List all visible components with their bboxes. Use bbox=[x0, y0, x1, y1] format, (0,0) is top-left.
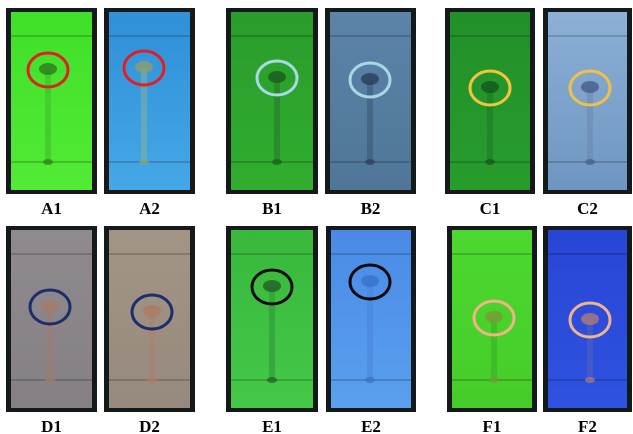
origin-spot bbox=[489, 377, 499, 383]
panel-label: A1 bbox=[41, 199, 62, 218]
origin-spot bbox=[267, 377, 277, 383]
origin-spot bbox=[147, 377, 157, 383]
panel-label: D2 bbox=[139, 417, 160, 434]
plate-panel: B2 bbox=[325, 8, 416, 218]
origin-spot bbox=[272, 159, 282, 165]
spot bbox=[143, 305, 161, 317]
plate-panel: F1 bbox=[447, 226, 537, 434]
lane bbox=[45, 70, 51, 162]
plate-panel: F2 bbox=[543, 226, 632, 434]
spot bbox=[41, 300, 59, 312]
lane bbox=[487, 88, 493, 162]
panel-label: E2 bbox=[361, 417, 381, 434]
tlc-plate bbox=[109, 12, 190, 190]
origin-spot bbox=[365, 159, 375, 165]
spot bbox=[263, 280, 281, 292]
plate-panel: B1 bbox=[226, 8, 318, 218]
panel-label: A2 bbox=[139, 199, 160, 218]
spot bbox=[268, 71, 286, 83]
plate-panel: C1 bbox=[445, 8, 535, 218]
panel-label: C1 bbox=[480, 199, 501, 218]
lane bbox=[367, 282, 373, 380]
panel-label: B1 bbox=[262, 199, 282, 218]
panel-label: F2 bbox=[578, 417, 597, 434]
spot bbox=[581, 313, 599, 325]
lane bbox=[47, 307, 53, 380]
panel-label: E1 bbox=[262, 417, 282, 434]
origin-spot bbox=[45, 377, 55, 383]
spot bbox=[361, 73, 379, 85]
origin-spot bbox=[365, 377, 375, 383]
plate-panel: D2 bbox=[104, 226, 195, 434]
spot bbox=[361, 275, 379, 287]
origin-spot bbox=[585, 377, 595, 383]
panel-label: C2 bbox=[577, 199, 598, 218]
spot bbox=[485, 311, 503, 323]
origin-spot bbox=[139, 159, 149, 165]
plate-panel: D1 bbox=[6, 226, 97, 434]
lane bbox=[587, 320, 593, 380]
tlc-plate bbox=[231, 12, 313, 190]
spot bbox=[581, 81, 599, 93]
lane bbox=[269, 287, 275, 380]
spot bbox=[135, 61, 153, 73]
panel-label: F1 bbox=[483, 417, 502, 434]
origin-spot bbox=[585, 159, 595, 165]
lane bbox=[491, 318, 497, 380]
spot bbox=[481, 81, 499, 93]
lane bbox=[141, 68, 147, 162]
plate-panel: C2 bbox=[543, 8, 632, 218]
spot bbox=[39, 63, 57, 75]
plate-panel: E1 bbox=[226, 226, 318, 434]
lane bbox=[274, 78, 280, 162]
figure: A1 A2 B1 B2 C1 C2 D1 D2 E1 E2 F1 F2 bbox=[0, 0, 633, 434]
lane bbox=[587, 88, 593, 162]
panel-label: B2 bbox=[361, 199, 381, 218]
lane bbox=[149, 312, 155, 380]
plate-panel: A1 bbox=[6, 8, 97, 218]
origin-spot bbox=[485, 159, 495, 165]
lane bbox=[367, 80, 373, 162]
origin-spot bbox=[43, 159, 53, 165]
plate-panel: E2 bbox=[326, 226, 416, 434]
panel-label: D1 bbox=[41, 417, 62, 434]
plate-panel: A2 bbox=[104, 8, 195, 218]
